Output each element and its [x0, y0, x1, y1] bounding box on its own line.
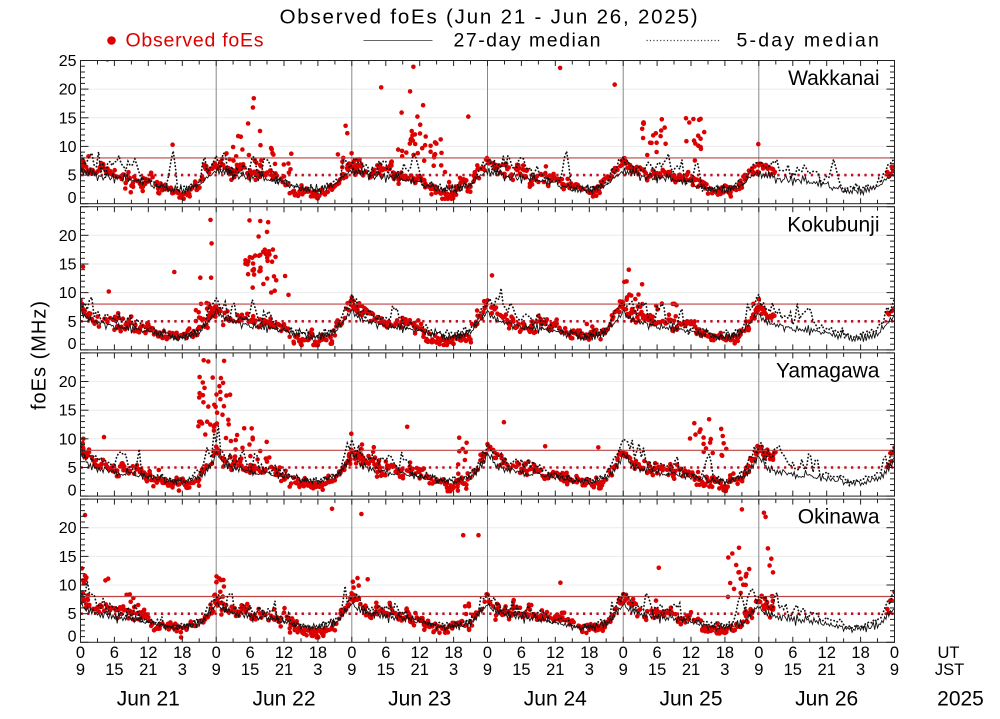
svg-text:0: 0 [619, 644, 628, 662]
svg-text:20: 20 [59, 374, 77, 391]
svg-text:6: 6 [246, 644, 255, 662]
svg-text:6: 6 [788, 644, 797, 662]
svg-text:21: 21 [139, 661, 157, 679]
svg-text:0: 0 [890, 644, 899, 662]
svg-text:20: 20 [59, 82, 77, 99]
svg-text:18: 18 [309, 644, 327, 662]
svg-text:15: 15 [784, 661, 802, 679]
svg-text:Okinawa: Okinawa [798, 506, 880, 529]
svg-text:3: 3 [585, 661, 594, 679]
svg-text:0: 0 [68, 629, 77, 646]
svg-text:Jun 22: Jun 22 [252, 688, 315, 711]
svg-text:9: 9 [212, 661, 221, 679]
svg-text:6: 6 [653, 644, 662, 662]
svg-text:5: 5 [68, 606, 77, 623]
svg-text:9: 9 [890, 661, 899, 679]
svg-text:18: 18 [580, 644, 598, 662]
svg-text:10: 10 [59, 139, 77, 156]
svg-text:3: 3 [720, 661, 729, 679]
svg-text:21: 21 [818, 661, 836, 679]
svg-text:6: 6 [517, 644, 526, 662]
svg-text:20: 20 [59, 520, 77, 537]
svg-text:25: 25 [59, 53, 77, 70]
svg-text:9: 9 [347, 661, 356, 679]
svg-text:0: 0 [68, 336, 77, 353]
svg-text:6: 6 [110, 644, 119, 662]
svg-text:18: 18 [173, 644, 191, 662]
svg-text:27-day median: 27-day median [454, 30, 603, 52]
svg-text:Jun 26: Jun 26 [795, 688, 858, 711]
svg-text:15: 15 [377, 661, 395, 679]
svg-text:Kokubunji: Kokubunji [787, 213, 879, 236]
svg-text:9: 9 [619, 661, 628, 679]
svg-text:18: 18 [851, 644, 869, 662]
svg-text:3: 3 [856, 661, 865, 679]
svg-text:0: 0 [347, 644, 356, 662]
svg-text:5: 5 [68, 460, 77, 477]
svg-text:Wakkanai: Wakkanai [788, 67, 879, 90]
svg-text:12: 12 [275, 644, 293, 662]
svg-text:10: 10 [59, 285, 77, 302]
svg-text:15: 15 [512, 661, 530, 679]
svg-text:15: 15 [648, 661, 666, 679]
svg-text:Jun 23: Jun 23 [388, 688, 451, 711]
svg-text:5-day median: 5-day median [737, 30, 882, 52]
svg-text:JST: JST [935, 661, 964, 679]
svg-text:Observed foEs: Observed foEs [126, 30, 265, 52]
svg-text:5: 5 [68, 314, 77, 331]
svg-text:2025: 2025 [937, 688, 984, 711]
svg-text:6: 6 [381, 644, 390, 662]
svg-text:UT: UT [938, 644, 960, 662]
svg-text:15: 15 [105, 661, 123, 679]
svg-text:20: 20 [59, 228, 77, 245]
svg-text:0: 0 [754, 644, 763, 662]
svg-text:12: 12 [682, 644, 700, 662]
svg-text:10: 10 [59, 431, 77, 448]
svg-text:9: 9 [754, 661, 763, 679]
svg-text:15: 15 [59, 110, 77, 127]
svg-text:Jun 21: Jun 21 [117, 688, 180, 711]
svg-text:12: 12 [139, 644, 157, 662]
svg-text:15: 15 [59, 403, 77, 420]
svg-text:Jun 24: Jun 24 [524, 688, 587, 711]
svg-text:3: 3 [178, 661, 187, 679]
svg-text:21: 21 [682, 661, 700, 679]
svg-text:9: 9 [76, 661, 85, 679]
svg-text:Observed foEs (Jun 21 - Jun 26: Observed foEs (Jun 21 - Jun 26, 2025) [280, 6, 700, 29]
svg-text:0: 0 [212, 644, 221, 662]
svg-text:3: 3 [449, 661, 458, 679]
svg-text:21: 21 [275, 661, 293, 679]
svg-text:15: 15 [59, 549, 77, 566]
svg-text:Jun 25: Jun 25 [659, 688, 722, 711]
svg-text:15: 15 [59, 257, 77, 274]
svg-text:12: 12 [411, 644, 429, 662]
svg-text:Yamagawa: Yamagawa [776, 360, 880, 383]
svg-text:15: 15 [241, 661, 259, 679]
svg-text:0: 0 [68, 482, 77, 499]
svg-text:12: 12 [546, 644, 564, 662]
svg-text:12: 12 [818, 644, 836, 662]
svg-text:foEs (MHz): foEs (MHz) [29, 300, 51, 410]
svg-text:3: 3 [313, 661, 322, 679]
svg-text:0: 0 [483, 644, 492, 662]
svg-text:0: 0 [68, 190, 77, 207]
svg-text:18: 18 [444, 644, 462, 662]
svg-text:21: 21 [411, 661, 429, 679]
svg-text:21: 21 [546, 661, 564, 679]
svg-text:9: 9 [483, 661, 492, 679]
svg-text:5: 5 [68, 168, 77, 185]
svg-text:10: 10 [59, 578, 77, 595]
svg-text:18: 18 [716, 644, 734, 662]
svg-text:0: 0 [76, 644, 85, 662]
